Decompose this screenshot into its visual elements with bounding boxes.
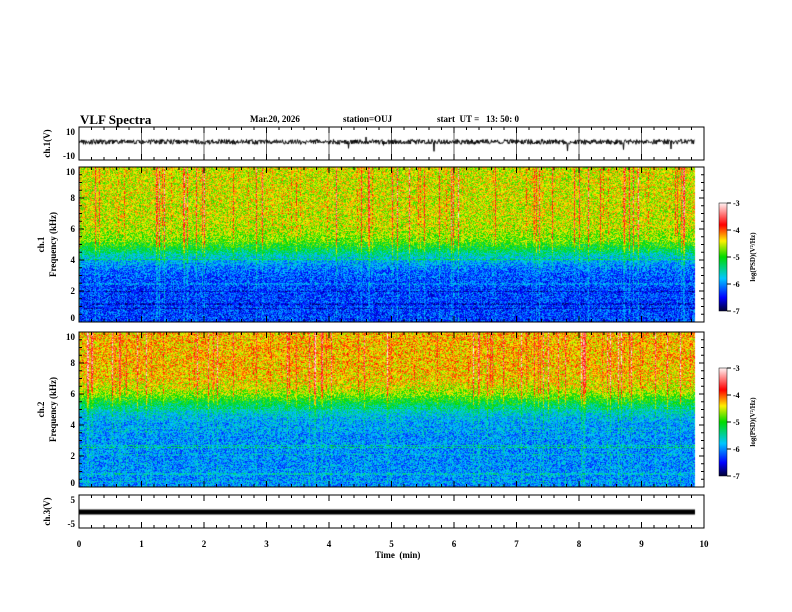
x-tick-label: 0 xyxy=(77,539,82,549)
y-tick-label: 5 xyxy=(71,495,76,505)
y-axis-label-ch1-waveform: ch.1(V) xyxy=(42,129,52,157)
y-tick-label: 4 xyxy=(71,420,76,430)
x-tick-label: 4 xyxy=(327,539,332,549)
colorbar-tick-label: -5 xyxy=(733,253,740,262)
station-label: station=OUJ xyxy=(343,114,393,124)
y-tick-label: 10 xyxy=(66,332,76,342)
ch1-spectrogram-image xyxy=(79,167,704,322)
colorbar-label: log(PSD)(V²/Hz) xyxy=(749,397,757,447)
colorbar-tick-label: -6 xyxy=(733,280,740,289)
y-axis-label-ch2-spectrogram: ch.2 xyxy=(36,401,46,417)
y-tick-label: 10 xyxy=(66,127,76,137)
x-tick-label: 9 xyxy=(639,539,644,549)
x-axis-label: Time (min) xyxy=(375,550,421,560)
x-tick-label: 8 xyxy=(577,539,582,549)
y-tick-label: 10 xyxy=(66,167,76,177)
y-tick-label: 8 xyxy=(71,193,76,203)
colorbar-ch2 xyxy=(719,368,727,476)
colorbar-tick-label: -3 xyxy=(733,199,740,208)
y-tick-label: 6 xyxy=(71,224,76,234)
x-tick-label: 3 xyxy=(264,539,269,549)
colorbar-tick-label: -7 xyxy=(733,472,740,481)
chart-title: VLF Spectra xyxy=(80,112,152,127)
panel-frame-ch2-spectrogram xyxy=(78,331,705,488)
y-tick-label: -5 xyxy=(68,519,76,529)
x-tick-label: 2 xyxy=(202,539,207,549)
colorbar-tick-label: -3 xyxy=(733,364,740,373)
colorbar-tick-label: -6 xyxy=(733,445,740,454)
y-axis-label-ch1-spectrogram: Frequency (kHz) xyxy=(48,212,58,277)
y-tick-label: 6 xyxy=(71,389,76,399)
y-tick-label: -10 xyxy=(63,151,75,161)
y-tick-label: 2 xyxy=(71,451,76,461)
colorbar-frame xyxy=(718,367,728,477)
y-tick-label: 0 xyxy=(71,478,76,488)
colorbar-tick-label: -5 xyxy=(733,418,740,427)
colorbar-tick-label: -4 xyxy=(733,226,740,235)
x-tick-label: 6 xyxy=(452,539,457,549)
y-axis-label-ch2-spectrogram: Frequency (kHz) xyxy=(48,377,58,442)
colorbar-tick-label: -4 xyxy=(733,391,740,400)
colorbar-ch1 xyxy=(719,203,727,311)
y-tick-label: 0 xyxy=(71,313,76,323)
colorbar-frame xyxy=(718,202,728,312)
y-axis-label-ch1-spectrogram: ch.1 xyxy=(36,236,46,252)
date-label: Mar.20, 2026 xyxy=(250,114,300,124)
start-time-label: start UT = 13: 50: 0 xyxy=(437,114,519,124)
ch2-spectrogram-image xyxy=(79,332,704,487)
colorbar-label: log(PSD)(V²/Hz) xyxy=(749,232,757,282)
y-axis-label-ch3-waveform: ch.3(V) xyxy=(42,497,52,525)
x-tick-label: 10 xyxy=(700,539,710,549)
x-tick-label: 5 xyxy=(389,539,394,549)
x-tick-label: 1 xyxy=(139,539,144,549)
y-tick-label: 8 xyxy=(71,358,76,368)
y-tick-label: 2 xyxy=(71,286,76,296)
x-tick-label: 7 xyxy=(514,539,519,549)
panel-frame-ch1-spectrogram xyxy=(78,166,705,323)
colorbar-tick-label: -7 xyxy=(733,307,740,316)
y-tick-label: 4 xyxy=(71,255,76,265)
